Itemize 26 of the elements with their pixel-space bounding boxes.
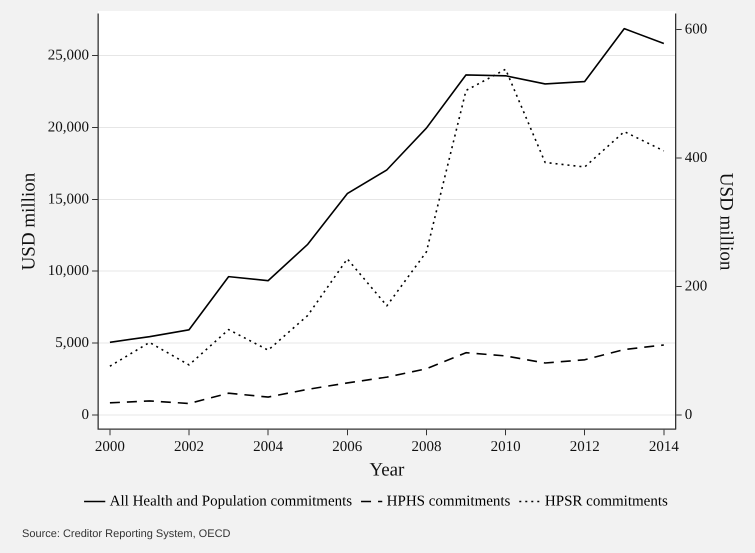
legend-label: All Health and Population commitments	[110, 493, 352, 510]
y-tick-label: 10,000	[48, 263, 90, 280]
y2-axis-title: USD million	[716, 172, 737, 271]
y-axis-title: USD million	[18, 172, 40, 270]
x-tick-label: 2014	[648, 439, 680, 456]
y-tick-label: 20,000	[48, 119, 90, 136]
y-tick-label: 25,000	[48, 48, 90, 64]
y2-tick-label: 200	[684, 278, 708, 294]
source-note: Source: Creditor Reporting System, OECD	[22, 528, 231, 540]
legend-label: HPSR commitments	[544, 493, 668, 510]
y2-tick-label: 400	[684, 150, 708, 166]
x-tick-label: 2004	[253, 439, 284, 456]
x-tick-label: 2000	[94, 439, 125, 456]
x-tick-label: 2008	[411, 439, 442, 456]
x-tick-label: 2002	[174, 439, 204, 456]
y-tick-label: 5,000	[55, 334, 90, 351]
legend-label: HPHS commitments	[386, 493, 511, 510]
y-tick-label: 0	[82, 406, 90, 423]
x-tick-label: 2012	[570, 439, 600, 456]
x-axis-title: Year	[369, 460, 406, 481]
y2-tick-label: 0	[684, 407, 692, 423]
y-tick-label: 15,000	[48, 191, 90, 208]
y2-tick-label: 600	[684, 21, 708, 38]
x-tick-label: 2006	[332, 439, 363, 456]
line-series	[109, 344, 665, 404]
x-tick-label: 2010	[490, 439, 521, 456]
